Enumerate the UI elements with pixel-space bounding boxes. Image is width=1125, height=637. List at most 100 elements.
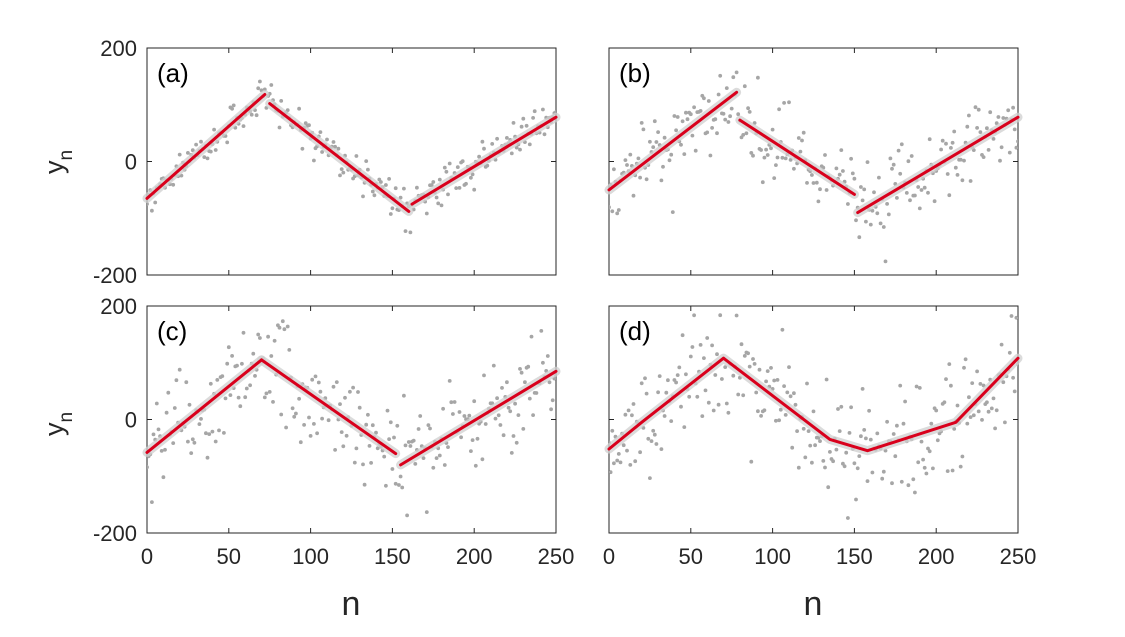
data-point (751, 153, 755, 158)
data-point (639, 121, 644, 125)
data-point (667, 158, 672, 163)
data-point (859, 185, 863, 189)
data-point (868, 437, 873, 442)
data-point (976, 107, 981, 112)
data-point (968, 179, 973, 183)
data-point (710, 343, 714, 348)
data-point (625, 448, 629, 453)
data-point (674, 128, 678, 133)
data-point (164, 410, 169, 415)
data-point (375, 446, 380, 451)
data-point (402, 393, 406, 398)
data-point (418, 414, 423, 418)
data-point (947, 193, 952, 198)
data-point (163, 447, 167, 452)
data-point (886, 212, 891, 217)
data-point (945, 172, 950, 176)
data-point (746, 351, 750, 356)
data-point (654, 442, 659, 446)
data-point (749, 151, 754, 155)
data-point (194, 142, 199, 147)
data-point (429, 183, 434, 187)
data-point (437, 453, 442, 458)
data-point (916, 185, 921, 189)
data-point (253, 374, 257, 378)
data-point (287, 348, 292, 352)
data-point (769, 366, 773, 370)
data-point (455, 165, 460, 170)
y-tick-label: -200 (93, 521, 137, 546)
data-point (343, 395, 347, 400)
svg-text:yn: yn (39, 150, 77, 174)
data-point (713, 117, 718, 122)
data-point (661, 164, 665, 169)
data-point (932, 199, 937, 204)
fit-segment (268, 102, 411, 213)
data-point (808, 443, 813, 448)
data-point (156, 427, 161, 432)
data-point (865, 479, 870, 483)
data-point (744, 131, 749, 136)
data-point (341, 444, 346, 449)
data-point (344, 433, 349, 438)
data-point (785, 390, 790, 395)
data-point (316, 380, 321, 385)
data-point (271, 400, 275, 404)
data-point (469, 449, 473, 453)
data-point (352, 460, 357, 465)
data-point (796, 136, 801, 140)
data-point (372, 193, 377, 198)
data-point (186, 151, 190, 155)
data-point (679, 404, 683, 409)
data-point (1011, 375, 1015, 380)
data-point (913, 193, 917, 198)
data-point (172, 406, 177, 410)
data-point (621, 443, 626, 448)
data-point (724, 401, 729, 406)
data-point (222, 431, 226, 435)
data-point (395, 423, 400, 428)
data-point (482, 146, 486, 151)
data-point (212, 127, 217, 132)
data-point (331, 140, 336, 144)
data-point (269, 354, 274, 358)
data-point (870, 208, 875, 213)
data-point (922, 465, 927, 470)
data-point (225, 140, 230, 145)
x-tick-label: 200 (918, 544, 955, 569)
data-point (542, 132, 547, 137)
x-tick-label: 250 (1000, 544, 1037, 569)
data-point (238, 404, 243, 409)
data-point (702, 96, 706, 101)
data-point (177, 152, 182, 157)
data-point (975, 126, 979, 130)
data-point (913, 490, 917, 495)
data-point (970, 381, 975, 385)
data-point (975, 369, 979, 374)
data-point (243, 395, 248, 400)
data-point (186, 439, 190, 444)
data-point (325, 137, 329, 142)
fit-segment (260, 358, 398, 456)
data-point (400, 485, 405, 490)
data-point (862, 187, 867, 192)
data-point (457, 186, 462, 190)
fit-segment (856, 115, 1020, 215)
data-point (205, 156, 210, 161)
data-point (899, 479, 904, 484)
data-point (741, 393, 746, 398)
fit-segment (145, 358, 263, 454)
data-point (962, 158, 966, 163)
data-point (893, 454, 898, 459)
data-point (945, 469, 950, 473)
data-point (623, 158, 628, 163)
data-point (397, 483, 401, 487)
data-point (639, 381, 644, 386)
data-point (254, 113, 259, 118)
data-point (810, 173, 814, 177)
data-point (308, 434, 313, 438)
data-point (842, 464, 847, 469)
data-point (917, 386, 922, 390)
data-point (960, 178, 965, 183)
